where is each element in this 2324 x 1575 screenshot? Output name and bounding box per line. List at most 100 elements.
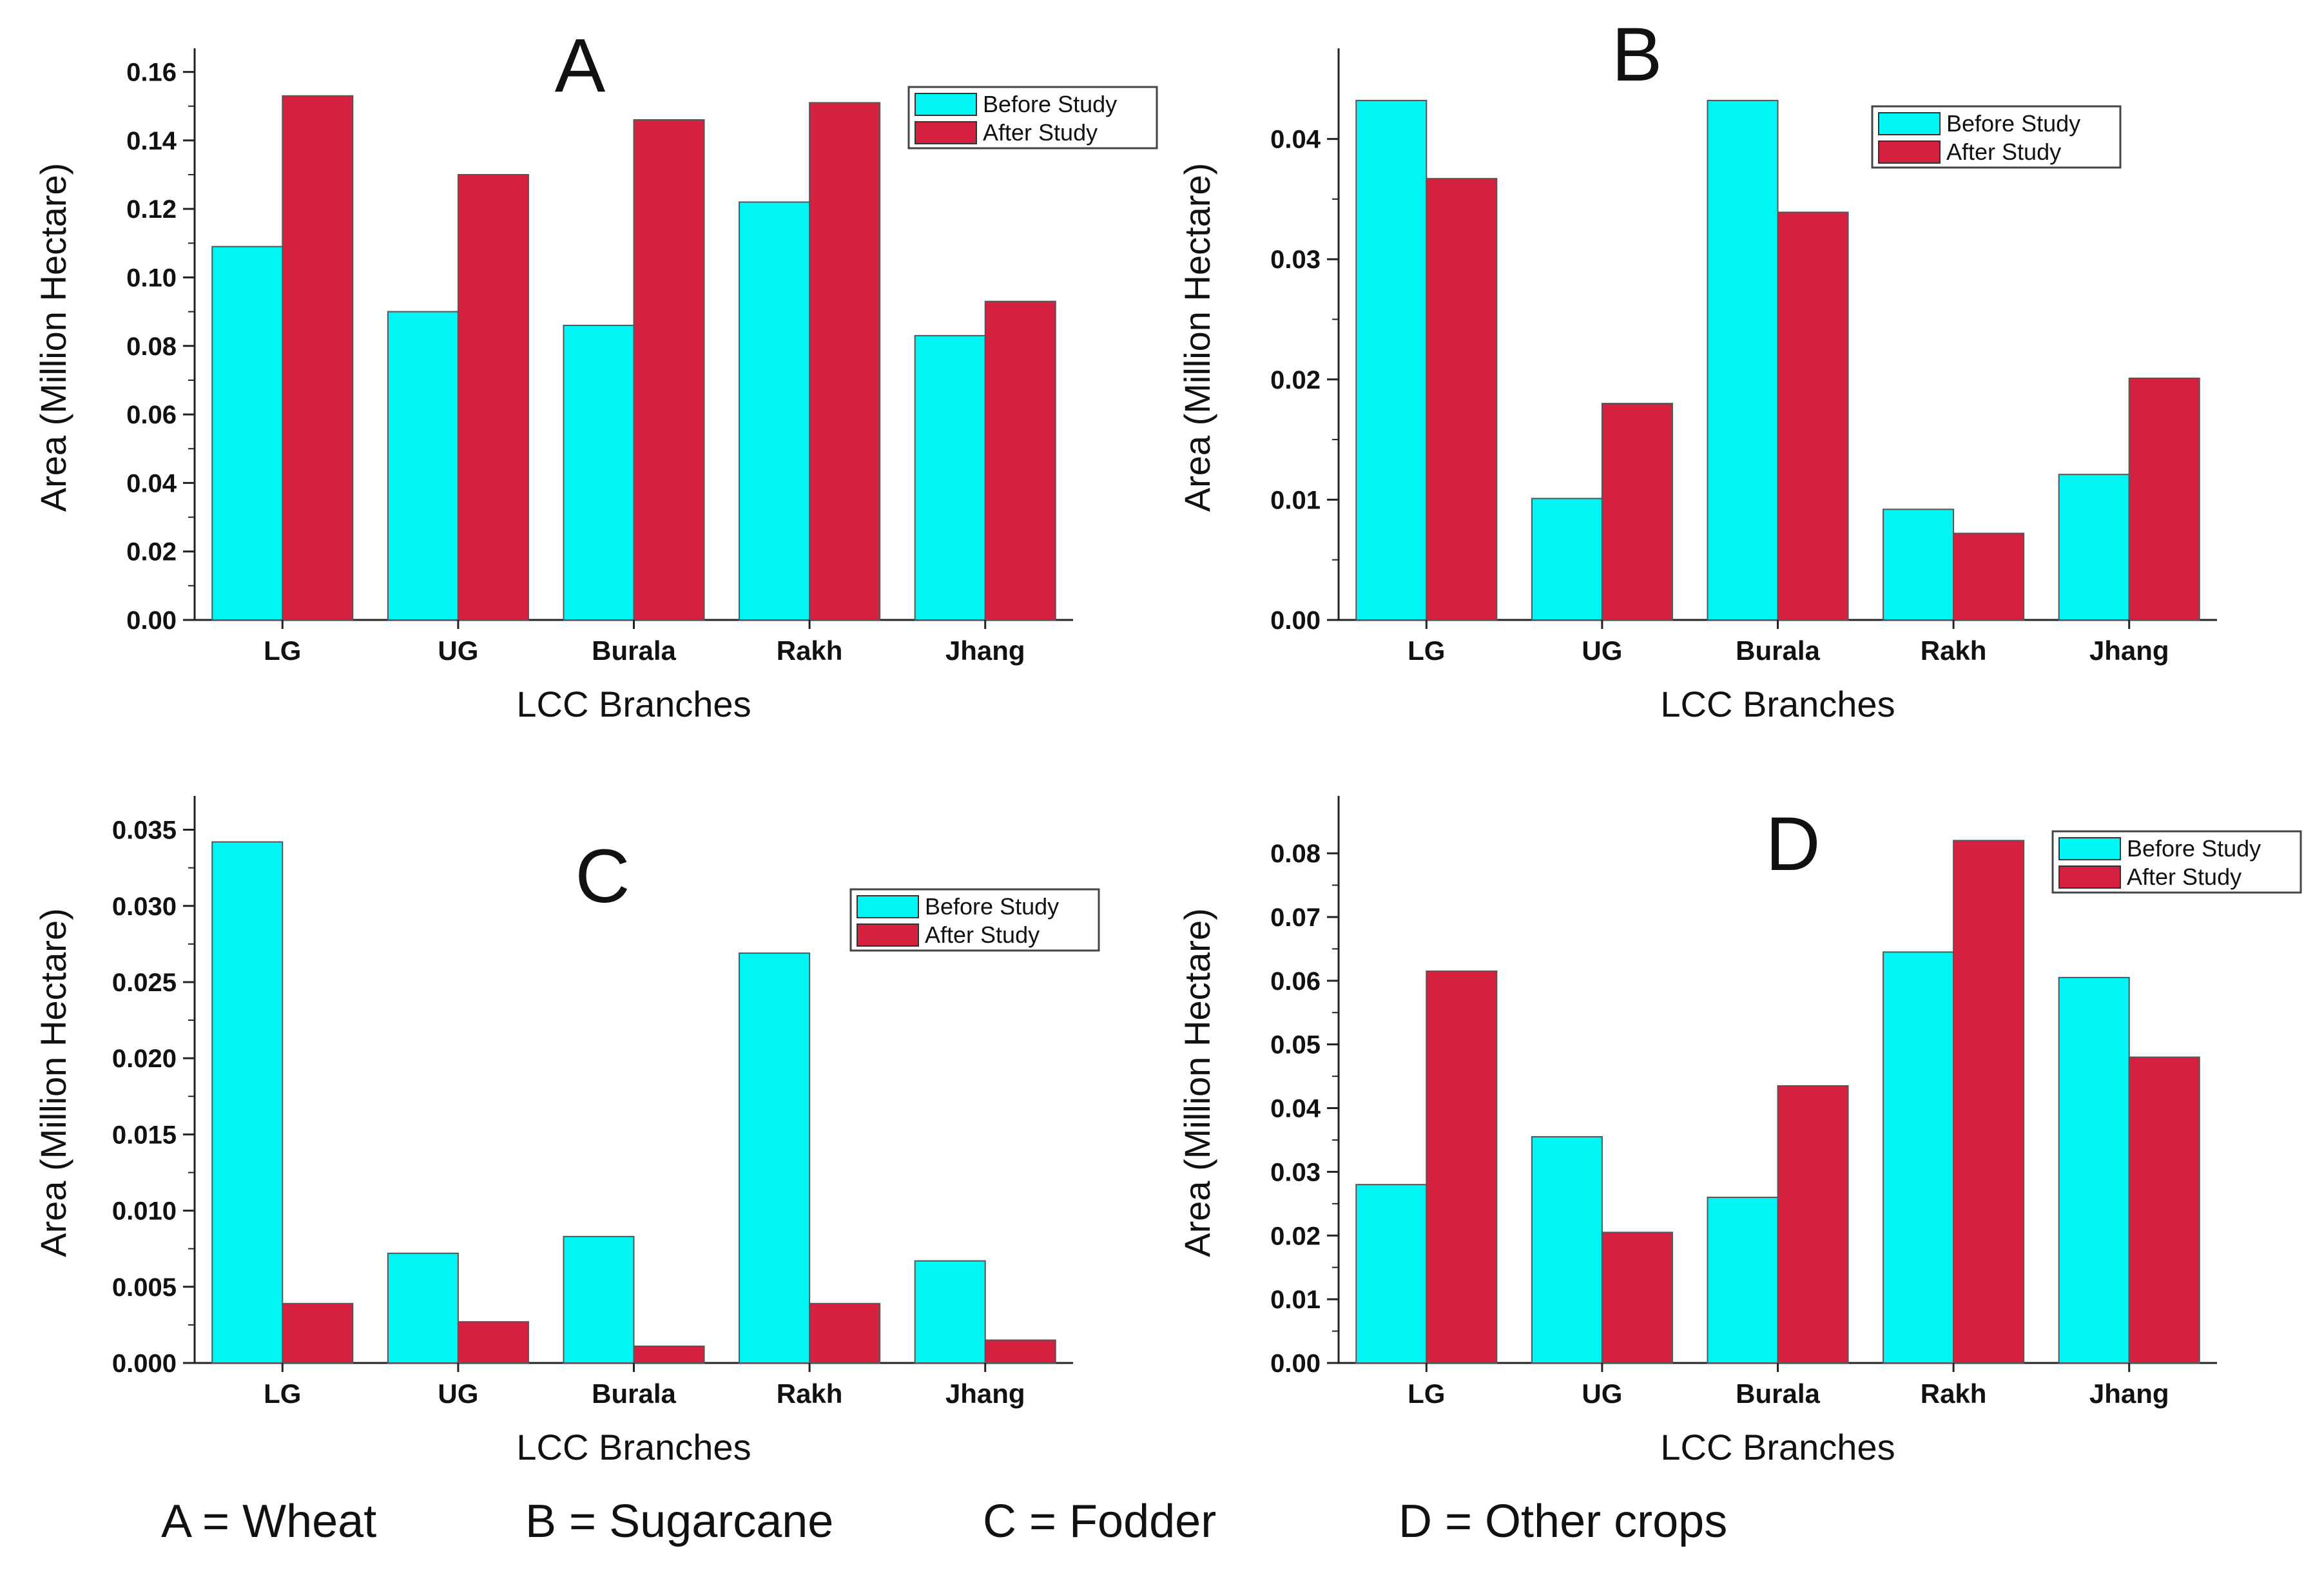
y-tick-label: 0.015 bbox=[112, 1121, 177, 1149]
bar-before-burala bbox=[563, 1235, 635, 1364]
caption-wheat: A = Wheat bbox=[161, 1496, 377, 1547]
x-tick-label: LG bbox=[1408, 1378, 1445, 1409]
bar-before-lg bbox=[1355, 1184, 1428, 1364]
x-axis-title: LCC Branches bbox=[516, 684, 751, 724]
bar-before-burala bbox=[1707, 1196, 1779, 1364]
bar-before-rakh bbox=[1883, 508, 1955, 621]
bar-after-jhang bbox=[984, 300, 1056, 621]
x-tick-label: UG bbox=[438, 1378, 478, 1409]
bar-after-rakh bbox=[1953, 532, 2025, 621]
x-tick-label: Jhang bbox=[945, 1378, 1025, 1409]
bar-after-lg bbox=[1426, 178, 1498, 621]
bar-before-burala bbox=[1707, 99, 1779, 621]
bar-after-ug bbox=[1601, 403, 1673, 621]
y-tick-label: 0.05 bbox=[1270, 1031, 1321, 1059]
x-tick-label: Rakh bbox=[1921, 635, 1987, 666]
bar-after-jhang bbox=[2128, 377, 2200, 621]
y-tick-label: 0.030 bbox=[112, 893, 177, 921]
legend-label-after: After Study bbox=[983, 119, 1098, 146]
panel-label: C bbox=[575, 834, 630, 919]
legend-label-before: Before Study bbox=[983, 91, 1117, 117]
bar-before-ug bbox=[387, 1252, 459, 1364]
y-tick-label: 0.08 bbox=[1270, 840, 1321, 868]
bar-after-burala bbox=[1777, 211, 1849, 621]
y-tick-label: 0.08 bbox=[126, 333, 177, 361]
bar-before-lg bbox=[1355, 99, 1428, 621]
x-tick-label: UG bbox=[1582, 1378, 1622, 1409]
x-tick-label: Burala bbox=[592, 635, 676, 666]
y-axis-title: Area (Million Hectare) bbox=[1177, 163, 1217, 512]
bar-after-lg bbox=[282, 95, 354, 621]
legend-label-before: Before Study bbox=[2127, 835, 2261, 862]
x-tick-label: Rakh bbox=[777, 635, 843, 666]
bar-after-ug bbox=[457, 1321, 529, 1364]
bar-after-rakh bbox=[809, 102, 881, 621]
y-tick-label: 0.01 bbox=[1270, 486, 1321, 514]
legend-label-before: Before Study bbox=[1946, 110, 2080, 137]
legend-swatch-after bbox=[2058, 865, 2121, 889]
x-tick-label: Rakh bbox=[1921, 1378, 1987, 1409]
bar-after-lg bbox=[282, 1302, 354, 1364]
x-tick-label: Burala bbox=[592, 1378, 676, 1409]
bar-after-burala bbox=[633, 119, 705, 621]
bar-before-burala bbox=[563, 324, 635, 621]
caption-sugarcane: B = Sugarcane bbox=[525, 1496, 834, 1547]
bar-after-rakh bbox=[809, 1302, 881, 1364]
legend-swatch-after bbox=[857, 923, 919, 947]
x-tick-label: Jhang bbox=[945, 635, 1025, 666]
bar-before-jhang bbox=[914, 334, 986, 621]
caption-other-crops: D = Other crops bbox=[1399, 1496, 1728, 1547]
y-tick-label: 0.04 bbox=[126, 469, 177, 498]
bar-before-ug bbox=[387, 311, 459, 621]
chart-panel-d: 0.00 0.01 0.02 0.03 0.04 0.05 0.06 0.07 0.08 LG UG… bbox=[1177, 796, 2302, 1467]
legend-swatch-before bbox=[2058, 837, 2121, 860]
y-tick-label: 0.07 bbox=[1270, 903, 1321, 932]
bar-after-burala bbox=[633, 1345, 705, 1364]
bar-after-jhang bbox=[2128, 1056, 2200, 1364]
y-tick-label: 0.035 bbox=[112, 816, 177, 845]
y-tick-label: 0.000 bbox=[112, 1349, 177, 1378]
y-tick-label: 0.14 bbox=[126, 127, 177, 155]
y-tick-label: 0.12 bbox=[126, 195, 177, 224]
legend-swatch-after bbox=[915, 121, 977, 144]
y-tick-label: 0.005 bbox=[112, 1273, 177, 1302]
legend-swatch-after bbox=[1878, 140, 1941, 164]
bar-before-ug bbox=[1531, 498, 1603, 621]
bar-after-burala bbox=[1777, 1085, 1849, 1364]
y-tick-label: 0.04 bbox=[1270, 126, 1321, 154]
y-tick-label: 0.03 bbox=[1270, 1158, 1321, 1186]
bar-before-rakh bbox=[739, 952, 811, 1364]
y-axis-title: Area (Million Hectare) bbox=[33, 908, 73, 1257]
y-tick-label: 0.00 bbox=[1270, 1349, 1321, 1378]
legend-swatch-before bbox=[915, 93, 977, 116]
legend-swatch-before bbox=[1878, 112, 1941, 135]
x-axis-title: LCC Branches bbox=[1660, 1427, 1895, 1467]
chart-panel-a: 0.00 0.02 0.04 0.06 0.08 0.10 0.12 0.14 0.16 LG UG… bbox=[33, 23, 1158, 724]
bar-before-lg bbox=[211, 246, 284, 621]
y-tick-label: 0.02 bbox=[1270, 366, 1321, 394]
x-tick-label: Burala bbox=[1736, 635, 1820, 666]
y-tick-label: 0.16 bbox=[126, 59, 177, 87]
x-tick-label: Rakh bbox=[777, 1378, 843, 1409]
x-tick-label: Jhang bbox=[2089, 1378, 2169, 1409]
y-tick-label: 0.10 bbox=[126, 264, 177, 292]
y-tick-label: 0.00 bbox=[1270, 606, 1321, 635]
legend-label-after: After Study bbox=[2127, 864, 2242, 890]
bar-before-jhang bbox=[2058, 976, 2130, 1364]
figure-caption: A = Wheat B = Sugarcane C = Fodder D = O… bbox=[0, 1482, 2324, 1560]
x-tick-label: UG bbox=[1582, 635, 1622, 666]
caption-fodder: C = Fodder bbox=[983, 1496, 1217, 1547]
legend-label-after: After Study bbox=[925, 922, 1040, 948]
panel-label: B bbox=[1612, 12, 1663, 97]
x-axis-title: LCC Branches bbox=[1660, 684, 1895, 724]
bar-after-ug bbox=[1601, 1232, 1673, 1364]
bar-after-ug bbox=[457, 174, 529, 621]
y-axis-title: Area (Million Hectare) bbox=[1177, 908, 1217, 1257]
x-tick-label: Jhang bbox=[2089, 635, 2169, 666]
bar-before-ug bbox=[1531, 1136, 1603, 1364]
